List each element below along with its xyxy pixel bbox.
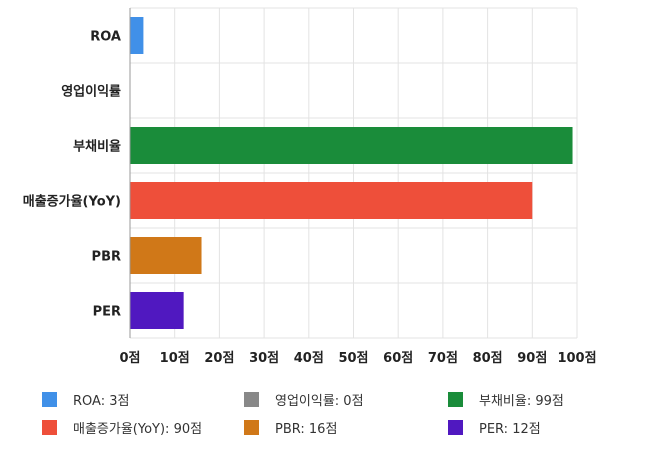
legend-swatch-5 (448, 419, 463, 435)
legend-item-0: ROA: 3점 (42, 390, 130, 409)
x-tick-label-10: 100점 (557, 351, 596, 366)
category-label-2: 부채비율 (73, 139, 121, 155)
legend-label-1: 영업이익률: 0점 (275, 393, 364, 409)
x-tick-label-4: 40점 (294, 351, 324, 366)
legend-label-3: 매출증가율(YoY): 90점 (73, 421, 203, 437)
x-tick-label-0: 0점 (119, 351, 140, 366)
legend-label-2: 부채비율: 99점 (479, 393, 564, 409)
bar-4 (130, 237, 202, 274)
bar-0 (130, 17, 144, 54)
category-label-3: 매출증가율(YoY) (23, 194, 121, 210)
bar-2 (130, 127, 573, 164)
x-tick-label-6: 60점 (383, 351, 413, 366)
x-tick-label-3: 30점 (249, 351, 279, 366)
category-label-5: PER (93, 305, 121, 320)
legend-swatch-4 (244, 419, 259, 435)
legend-item-3: 매출증가율(YoY): 90점 (42, 418, 203, 437)
x-tick-label-5: 50점 (338, 351, 368, 366)
legend-item-2: 부채비율: 99점 (448, 390, 564, 409)
category-label-4: PBR (92, 250, 121, 265)
category-label-1: 영업이익률 (61, 84, 121, 100)
legend-item-4: PBR: 16점 (244, 418, 338, 437)
legend-label-4: PBR: 16점 (275, 421, 338, 437)
bar-5 (130, 292, 184, 329)
x-tick-label-9: 90점 (517, 351, 547, 366)
legend-swatch-0 (42, 391, 57, 407)
x-tick-label-7: 70점 (428, 351, 458, 366)
legend-swatch-1 (244, 391, 259, 407)
legend-swatch-3 (42, 419, 57, 435)
category-label-0: ROA (90, 30, 121, 45)
x-tick-label-1: 10점 (160, 351, 190, 366)
x-tick-label-2: 20점 (204, 351, 234, 366)
legend-item-5: PER: 12점 (448, 418, 541, 437)
legend-swatch-2 (448, 391, 463, 407)
legend-label-0: ROA: 3점 (73, 393, 130, 409)
legend-item-1: 영업이익률: 0점 (244, 390, 364, 409)
bar-3 (130, 182, 533, 219)
x-tick-label-8: 80점 (473, 351, 503, 366)
legend-label-5: PER: 12점 (479, 421, 541, 437)
